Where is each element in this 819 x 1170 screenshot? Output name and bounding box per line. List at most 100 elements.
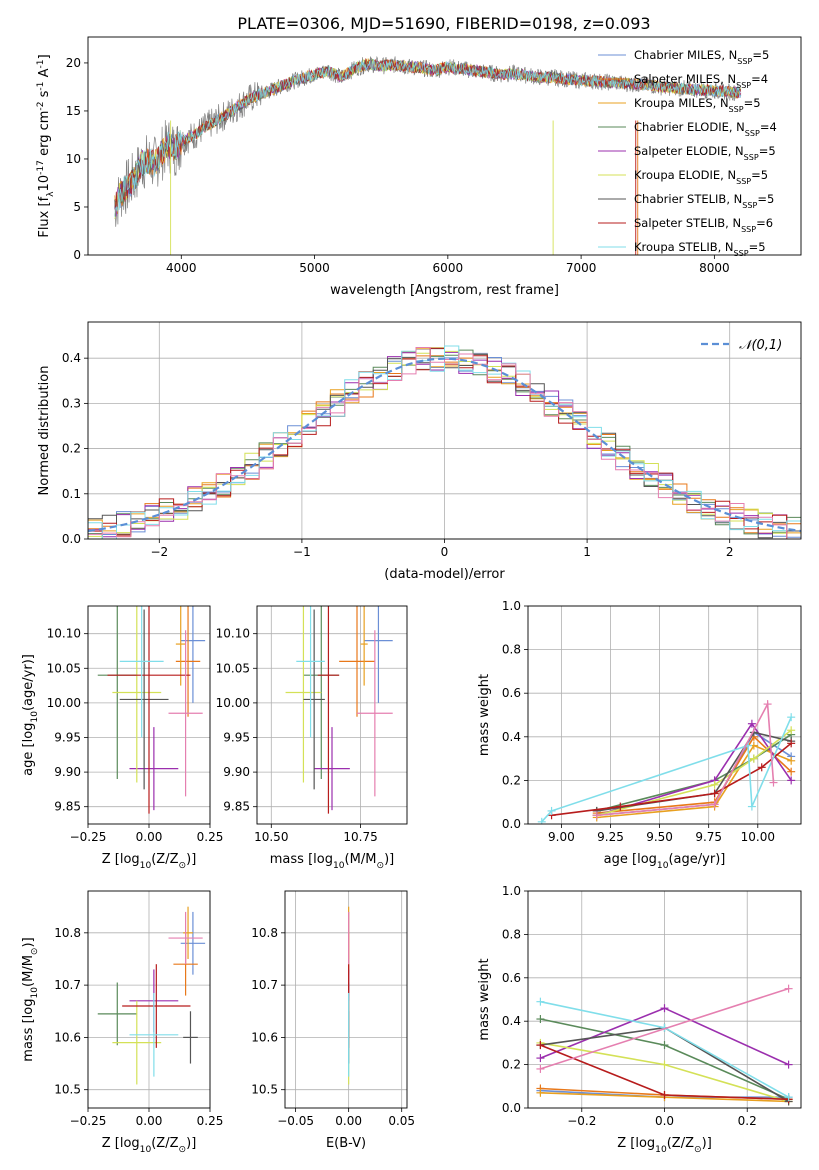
legend-label: Kroupa ELODIE, NSSP=5 [634, 168, 768, 186]
legend-label: Kroupa MILES, NSSP=5 [634, 96, 761, 114]
y-tick-label: 10.05 [216, 661, 250, 675]
mass_weight_vs_age-panel: 9.00 9.25 9.50 9.75 10.00 0.0 0.2 0.4 0.6 0.8 1.0 a… [477, 599, 802, 871]
y-tick-label: 0.8 [502, 927, 521, 941]
y-tick-label: 10.00 [47, 696, 81, 710]
x-tick-label: 10.75 [343, 830, 377, 844]
mass_vs_Z-plot-area [97, 906, 206, 1085]
axes-frame [87, 36, 802, 256]
x-axis-label: mass [log10(M/M⊙)] [270, 852, 394, 871]
mass_vs_EBV-panel: −0.05 0.00 0.05 10.5 10.6 10.7 10.8 E(B-V) [251, 890, 415, 1151]
age_vs_mass-plot-area [285, 606, 393, 814]
x-axis-label: wavelength [Angstrom, rest frame] [330, 283, 559, 298]
y-tick-label: 10.10 [216, 627, 250, 641]
residuals-plot-area [88, 345, 801, 539]
legend-label: Chabrier MILES, NSSP=5 [634, 48, 769, 66]
spectrum-plot-area [114, 55, 742, 255]
y-tick-label: 15 [66, 104, 81, 118]
mass-weight-series-6 [596, 729, 792, 817]
y-tick-label: 9.95 [223, 730, 250, 744]
y-tick-label: 10.05 [47, 661, 81, 675]
mass_vs_Z-panel: −0.25 0.00 0.25 10.5 10.6 10.7 10.8 Z [log10(Z/… [21, 890, 223, 1155]
y-tick-label: 10.6 [54, 1030, 81, 1044]
y-tick-label: 10.6 [251, 1030, 278, 1044]
x-axis-label: Z [log10(Z/Z⊙)] [102, 852, 197, 871]
y-tick-label: 0.6 [502, 971, 521, 985]
legend-label: 𝒩(0,1) [739, 338, 782, 353]
x-tick-label: −1 [293, 545, 311, 559]
y-tick-label: 9.85 [54, 800, 81, 814]
mass-weight-series-4 [596, 733, 792, 812]
age_vs_Z-plot-area [97, 606, 206, 814]
x-tick-label: 5000 [299, 261, 330, 275]
age_vs_mass-panel: 10.50 10.75 9.85 9.90 9.95 10.00 10.05 10.10 mas… [216, 605, 408, 871]
y-tick-label: 0.2 [62, 442, 81, 456]
mass-weight-series-10 [540, 987, 789, 1070]
y-axis-label: Normed distribution [37, 366, 52, 496]
x-axis-label: age [log10(age/yr)] [604, 852, 726, 871]
x-tick-label: 9.50 [646, 830, 673, 844]
x-axis-label: Z [log10(Z/Z⊙)] [617, 1136, 712, 1155]
model-spectrum-8 [114, 58, 742, 216]
y-tick-label: 0 [73, 248, 81, 262]
x-tick-label: −0.25 [70, 1114, 107, 1128]
y-tick-label: 0.4 [62, 351, 81, 365]
axes-frame [87, 605, 211, 825]
x-tick-label: 10.00 [741, 830, 775, 844]
y-tick-label: 10.7 [54, 978, 81, 992]
x-tick-label: −0.25 [70, 830, 107, 844]
y-tick-label: 10.00 [216, 696, 250, 710]
spectrum-panel: 4000 5000 6000 7000 8000 0 5 10 15 20 wavelength [… [36, 36, 802, 298]
legend-label: Salpeter MILES, NSSP=4 [634, 72, 768, 90]
y-tick-label: 0.4 [502, 1014, 521, 1028]
axes-frame [284, 890, 408, 1109]
mass_weight_vs_Z-plot-area [536, 984, 793, 1106]
y-axis-label: age [log10(age/yr)] [21, 654, 40, 776]
normal-curve [88, 357, 801, 533]
x-tick-label: 6000 [433, 261, 464, 275]
y-tick-label: 9.95 [54, 730, 81, 744]
y-tick-label: 10.5 [54, 1083, 81, 1097]
y-tick-label: 0.0 [62, 532, 81, 546]
y-tick-label: 10.5 [251, 1083, 278, 1097]
x-tick-label: −0.2 [567, 1114, 596, 1128]
x-tick-label: 0.05 [388, 1114, 415, 1128]
x-tick-label: 0.00 [335, 1114, 362, 1128]
y-tick-label: 10.8 [54, 926, 81, 940]
x-tick-label: 9.00 [548, 830, 575, 844]
y-tick-label: 1.0 [502, 599, 521, 613]
legend-label: Salpeter ELODIE, NSSP=5 [634, 144, 776, 162]
x-tick-label: 10.50 [254, 830, 288, 844]
figure-title: PLATE=0306, MJD=51690, FIBERID=0198, z=0… [237, 14, 650, 33]
y-axis-label: mass weight [477, 674, 492, 756]
x-axis-label: (data-model)/error [384, 567, 505, 582]
y-tick-label: 9.85 [223, 800, 250, 814]
x-tick-label: 0.00 [136, 1114, 163, 1128]
x-tick-label: 4000 [166, 261, 197, 275]
residuals-panel: −2 −1 0 1 2 0.0 0.1 0.2 0.3 0.4 (data-model)/error… [37, 321, 802, 582]
y-tick-label: 10 [66, 152, 81, 166]
y-tick-label: 10.7 [251, 978, 278, 992]
x-tick-label: −0.05 [277, 1114, 314, 1128]
axes-frame [87, 890, 211, 1109]
x-tick-label: 0.00 [136, 830, 163, 844]
y-tick-label: 0.0 [502, 1101, 521, 1115]
mass_weight_vs_age-plot-area [537, 700, 796, 824]
y-tick-label: 0.1 [62, 487, 81, 501]
axes-frame [527, 605, 802, 825]
y-tick-label: 0.0 [502, 817, 521, 831]
y-tick-label: 10.8 [251, 926, 278, 940]
legend-label: Chabrier ELODIE, NSSP=4 [634, 120, 777, 138]
x-tick-label: 0.2 [738, 1114, 757, 1128]
x-tick-label: 8000 [699, 261, 730, 275]
axes-frame [527, 890, 802, 1109]
y-axis-label: Flux [fλ10-17 erg cm-2 s-1 A-1] [36, 54, 56, 237]
x-tick-label: 2 [726, 545, 734, 559]
mass_weight_vs_Z-panel: −0.2 0.0 0.2 0.0 0.2 0.4 0.6 0.8 1.0 Z [log10(Z/Z… [477, 884, 802, 1155]
y-tick-label: 20 [66, 56, 81, 70]
y-tick-label: 0.2 [502, 773, 521, 787]
legend-label: Salpeter STELIB, NSSP=6 [634, 216, 773, 234]
x-tick-label: 0.25 [197, 830, 224, 844]
y-tick-label: 0.3 [62, 396, 81, 410]
legend-label: Kroupa STELIB, NSSP=5 [634, 240, 766, 258]
